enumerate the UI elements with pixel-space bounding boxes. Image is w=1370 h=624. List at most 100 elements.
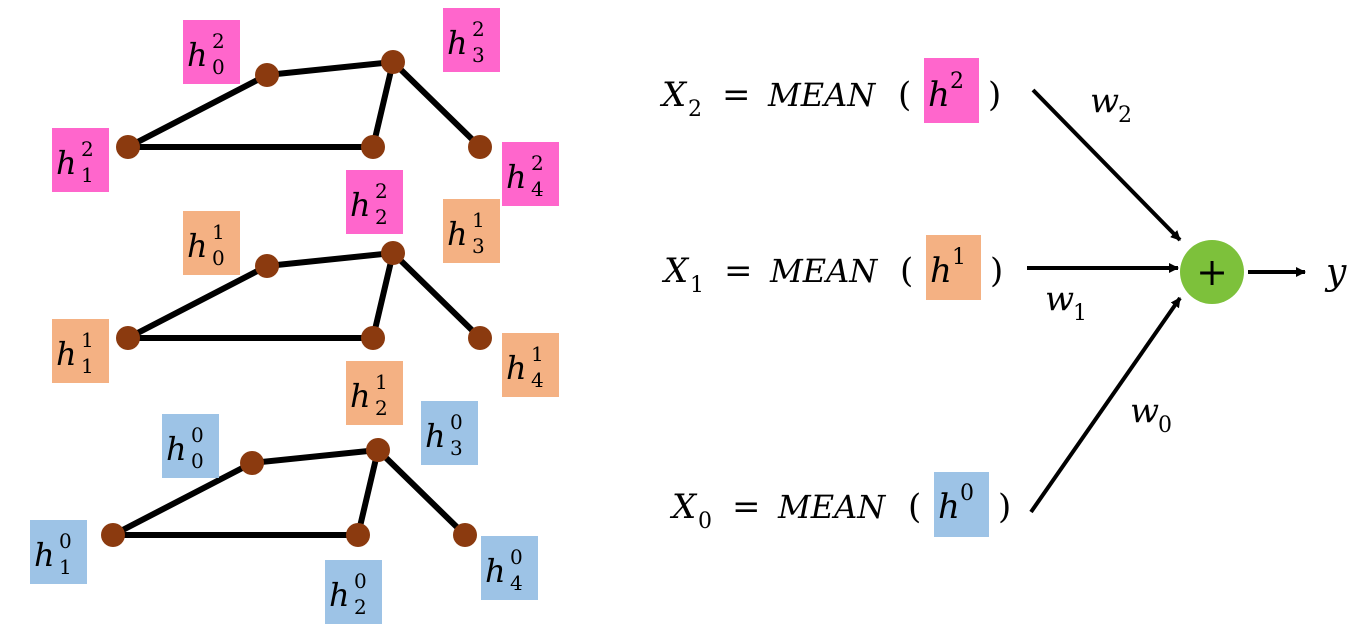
node-label: h 0 4 [481,536,538,600]
svg-text:0: 0 [212,55,225,79]
svg-text:): ) [998,487,1011,527]
svg-text:=: = [724,251,753,291]
svg-text:2: 2 [950,69,964,94]
svg-text:0: 0 [510,545,523,569]
svg-text:1: 1 [59,555,72,579]
svg-text:h: h [187,227,208,265]
svg-text:2: 2 [375,205,388,229]
svg-text:2: 2 [1118,103,1132,128]
svg-text:): ) [990,251,1003,291]
svg-text:h: h [447,215,468,253]
svg-text:h: h [350,377,371,415]
svg-text:h: h [329,576,350,614]
graph-edges [110,447,468,538]
node-label: h 2 2 [346,170,403,234]
graph-layer-0: h 0 0 h 0 1 h 0 2 h 0 3 h 0 4 [30,401,538,624]
node-label: h 2 4 [502,142,559,206]
graph-edges [125,250,483,341]
svg-text:(: ( [908,487,921,527]
graph-layer-2: h 2 0 h 2 1 h 2 2 h 2 3 h 2 4 [52,8,559,234]
node-label: h 2 3 [443,8,500,72]
graph-edge [370,59,396,150]
graph-node [240,451,264,475]
svg-text:h: h [506,349,527,387]
svg-text:2: 2 [472,17,485,41]
plus-symbol: + [1196,250,1228,294]
graph-node [366,438,390,462]
graph-layer-1: h 1 0 h 1 1 h 1 2 h 1 3 h 1 4 [52,199,559,425]
node-label: h 1 3 [443,199,500,263]
svg-text:w: w [1045,279,1074,319]
svg-text:2: 2 [81,137,94,161]
arrow-from-x2 [1031,88,1182,242]
weight-label-w0: w 0 [1130,391,1172,438]
node-label: h 0 3 [421,401,478,465]
node-label: h 2 1 [52,128,109,192]
svg-text:0: 0 [212,246,225,270]
graph-edge [355,447,381,538]
svg-text:1: 1 [472,208,485,232]
weight-label-w2: w 2 [1090,81,1132,128]
svg-text:1: 1 [81,328,94,352]
svg-text:1: 1 [375,370,388,394]
svg-text:1: 1 [952,245,966,270]
svg-text:0: 0 [450,410,463,434]
svg-text:h: h [928,75,950,115]
svg-text:w: w [1090,81,1119,121]
svg-text:3: 3 [450,436,463,460]
node-label: h 2 0 [183,20,240,84]
node-label: h 1 2 [346,361,403,425]
arrow-from-x0 [1029,296,1182,514]
equation-x1: X 1 = MEAN ( h 1 ) [661,235,1003,300]
svg-text:h: h [166,430,187,468]
graph-node [346,523,370,547]
svg-text:MEAN: MEAN [767,76,876,114]
svg-text:0: 0 [191,449,204,473]
output-label: y [1324,252,1347,293]
graph-edge [264,250,396,269]
svg-text:2: 2 [375,179,388,203]
svg-text:(: ( [900,251,913,291]
svg-text:X: X [669,487,698,527]
graph-edge [264,59,396,78]
svg-text:4: 4 [531,177,544,201]
svg-text:0: 0 [698,509,712,534]
graph-edge [390,59,483,150]
svg-text:2: 2 [531,151,544,175]
graph-edge [125,72,270,150]
svg-text:0: 0 [191,423,204,447]
graph-node [116,135,140,159]
graph-node [468,326,492,350]
svg-text:0: 0 [960,481,974,506]
svg-text:3: 3 [472,234,485,258]
svg-text:0: 0 [354,569,367,593]
svg-text:MEAN: MEAN [769,252,878,290]
svg-text:2: 2 [354,595,367,619]
graph-edge [249,447,381,466]
graph-node [101,523,125,547]
svg-text:h: h [930,251,952,291]
graph-edge [370,250,396,341]
svg-text:h: h [447,24,468,62]
graph-edge [125,263,270,341]
node-label: h 1 1 [52,319,109,383]
svg-text:=: = [732,487,761,527]
node-label: h 0 2 [325,560,382,624]
svg-text:4: 4 [531,368,544,392]
svg-text:X: X [661,251,690,291]
svg-text:): ) [988,75,1001,115]
graph-node [255,63,279,87]
svg-text:0: 0 [59,529,72,553]
graph-nodes [116,50,492,159]
svg-text:h: h [938,487,960,527]
svg-text:2: 2 [688,97,702,122]
arrows [1027,88,1306,514]
graph-node [381,241,405,265]
node-label: h 1 0 [183,211,240,275]
svg-text:MEAN: MEAN [777,488,886,526]
svg-text:w: w [1130,391,1159,431]
node-label: h 0 1 [30,520,87,584]
svg-text:1: 1 [81,163,94,187]
svg-text:h: h [56,335,77,373]
